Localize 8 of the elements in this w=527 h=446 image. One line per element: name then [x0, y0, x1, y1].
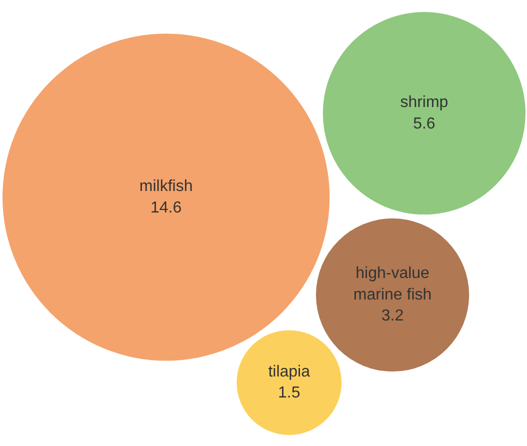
data-label: 3.2: [381, 308, 404, 325]
data-label: 1.5: [278, 384, 300, 402]
data-label: 14.6: [150, 199, 182, 216]
category-label: high-value marine fish: [353, 265, 432, 304]
category-label: tilapia: [268, 363, 310, 380]
data-label: 5.6: [413, 115, 436, 132]
category-label: milkfish: [139, 178, 193, 196]
category-label: shrimp: [400, 94, 448, 112]
